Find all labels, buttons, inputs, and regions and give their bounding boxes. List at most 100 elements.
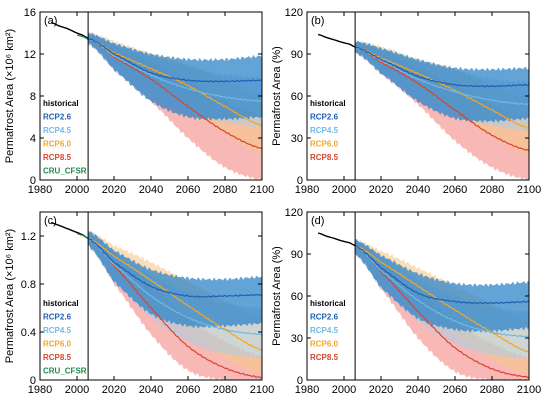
line-rcp2-6: [87, 37, 262, 83]
x-tick-label: 2080: [480, 384, 504, 396]
x-tick-label: 2080: [213, 384, 237, 396]
y-tick-label: 8: [30, 91, 36, 103]
y-axis-label: Permafrost Area (×10⁶ km²): [4, 29, 16, 163]
line-rcp2-6: [354, 245, 529, 305]
x-tick-label: 2020: [102, 384, 126, 396]
legend-item-rcp2-6: RCP2.6: [310, 313, 339, 322]
y-tick-label: 60: [291, 291, 303, 303]
line-cru-cfsr: [76, 34, 89, 40]
panel-c: 1980 2000 2020 2040 2060 2080 2100 0 0.4 0.8 1.2 Pe…: [4, 211, 274, 396]
x-tick-label: 2080: [480, 184, 504, 196]
x-tick-label: 2020: [102, 184, 126, 196]
x-tick-label: 2060: [176, 384, 200, 396]
line-rcp2-6: [355, 46, 529, 88]
x-tick-label: 2080: [213, 184, 237, 196]
legend-item-rcp2-6: RCP2.6: [43, 113, 72, 122]
legend: historical RCP2.6 RCP4.5 RCP6.0 RCP8.5: [310, 299, 346, 362]
legend-item-rcp8-5: RCP8.5: [310, 153, 339, 162]
panel-label: (b): [311, 15, 324, 27]
x-tick-label: 1980: [28, 184, 52, 196]
band-rcp2-6: [355, 40, 529, 124]
x-tick-label: 1980: [28, 384, 52, 396]
x-tick-label: 2040: [406, 184, 430, 196]
line-rcp8-5: [354, 245, 529, 379]
plot-area: [317, 33, 529, 180]
y-tick-label: 16: [24, 7, 36, 19]
legend-item-rcp4-5: RCP4.5: [310, 126, 339, 135]
x-tick-label: 2000: [332, 384, 356, 396]
line-rcp6-0: [354, 244, 529, 353]
y-tick-label: 120: [285, 7, 303, 19]
x-tick-label: 1980: [295, 184, 319, 196]
y-tick-label: 12: [24, 49, 36, 61]
y-tick-label: 120: [285, 207, 303, 219]
panel-d: 1980 2000 2020 2040 2060 2080 2100 0 30 60 90 120 Pe…: [271, 207, 541, 396]
y-tick-label: 0.8: [21, 279, 36, 291]
line-rcp4-5: [354, 244, 529, 338]
legend-item-rcp2-6: RCP2.6: [310, 113, 339, 122]
x-tick-label: 2000: [65, 384, 89, 396]
x-tick-label: 2100: [517, 384, 541, 396]
legend-item-rcp6-0: RCP6.0: [310, 140, 339, 149]
panel-b: 1980 2000 2020 2040 2060 2080 2100 0 30 60 90 120 Pe…: [271, 7, 541, 196]
line-rcp8-5: [354, 45, 529, 152]
legend-item-historical: historical: [310, 299, 346, 308]
line-historical: [317, 33, 356, 48]
band-rcp2-6: [88, 231, 262, 329]
y-tick-label: 0: [297, 375, 303, 387]
legend-item-cru-cfsr: CRU_CFSR: [43, 167, 87, 176]
x-tick-label: 2040: [139, 384, 163, 396]
y-tick-label: 90: [291, 49, 303, 61]
x-tick-label: 2060: [176, 184, 200, 196]
legend-item-rcp8-5: RCP8.5: [43, 353, 72, 362]
x-tick-label: 2100: [517, 184, 541, 196]
band-rcp2-6: [88, 32, 262, 121]
legend-item-rcp6-0: RCP6.0: [43, 340, 72, 349]
line-rcp6-0: [87, 238, 262, 351]
legend-item-historical: historical: [310, 99, 346, 108]
panel-label: (c): [44, 215, 57, 227]
y-tick-label: 30: [291, 333, 303, 345]
legend: historical RCP2.6 RCP4.5 RCP6.0 RCP8.5: [310, 99, 346, 162]
plot-area: [317, 232, 529, 380]
legend: historical RCP2.6 RCP4.5 RCP6.0 RCP8.5 CRU_CF…: [43, 299, 87, 376]
legend-item-rcp4-5: RCP4.5: [43, 126, 72, 135]
y-tick-label: 0.4: [21, 327, 36, 339]
legend-item-rcp8-5: RCP8.5: [43, 153, 72, 162]
line-rcp4-5: [355, 46, 529, 106]
y-tick-label: 0: [30, 175, 36, 187]
line-rcp6-0: [355, 46, 529, 129]
legend-item-rcp6-0: RCP6.0: [43, 140, 72, 149]
x-tick-label: 2000: [332, 184, 356, 196]
y-tick-label: 0: [30, 375, 36, 387]
legend-item-historical: historical: [43, 299, 79, 308]
y-tick-label: 90: [291, 249, 303, 261]
legend: historical RCP2.6 RCP4.5 RCP6.0 RCP8.5 CRU_CF…: [43, 99, 87, 176]
plot-area: [50, 21, 262, 180]
legend-item-rcp2-6: RCP2.6: [43, 313, 72, 322]
x-tick-label: 2060: [443, 184, 467, 196]
x-tick-label: 2100: [250, 184, 274, 196]
y-tick-label: 60: [291, 91, 303, 103]
x-tick-label: 2040: [139, 184, 163, 196]
x-tick-label: 2020: [369, 184, 393, 196]
line-rcp8-5: [87, 237, 262, 379]
legend-item-rcp8-5: RCP8.5: [310, 353, 339, 362]
line-rcp4-5: [87, 37, 262, 103]
x-tick-label: 2020: [369, 384, 393, 396]
panel-a: 1980 2000 2020 2040 2060 2080 2100 0 4 8 12 16 Perma…: [4, 7, 274, 196]
legend-item-historical: historical: [43, 99, 79, 108]
y-axis-label: Permafrost Area (×10⁶ km²): [4, 229, 16, 363]
legend-item-rcp6-0: RCP6.0: [310, 340, 339, 349]
y-tick-label: 4: [30, 133, 36, 145]
line-rcp4-5: [87, 237, 262, 336]
y-tick-label: 30: [291, 133, 303, 145]
panel-label: (a): [44, 15, 57, 27]
x-tick-label: 2060: [443, 384, 467, 396]
line-historical: [317, 232, 356, 247]
band-rcp2-6: [355, 238, 529, 333]
line-historical: [50, 222, 89, 240]
line-rcp8-5: [87, 37, 262, 149]
legend-item-cru-cfsr: CRU_CFSR: [43, 367, 87, 376]
